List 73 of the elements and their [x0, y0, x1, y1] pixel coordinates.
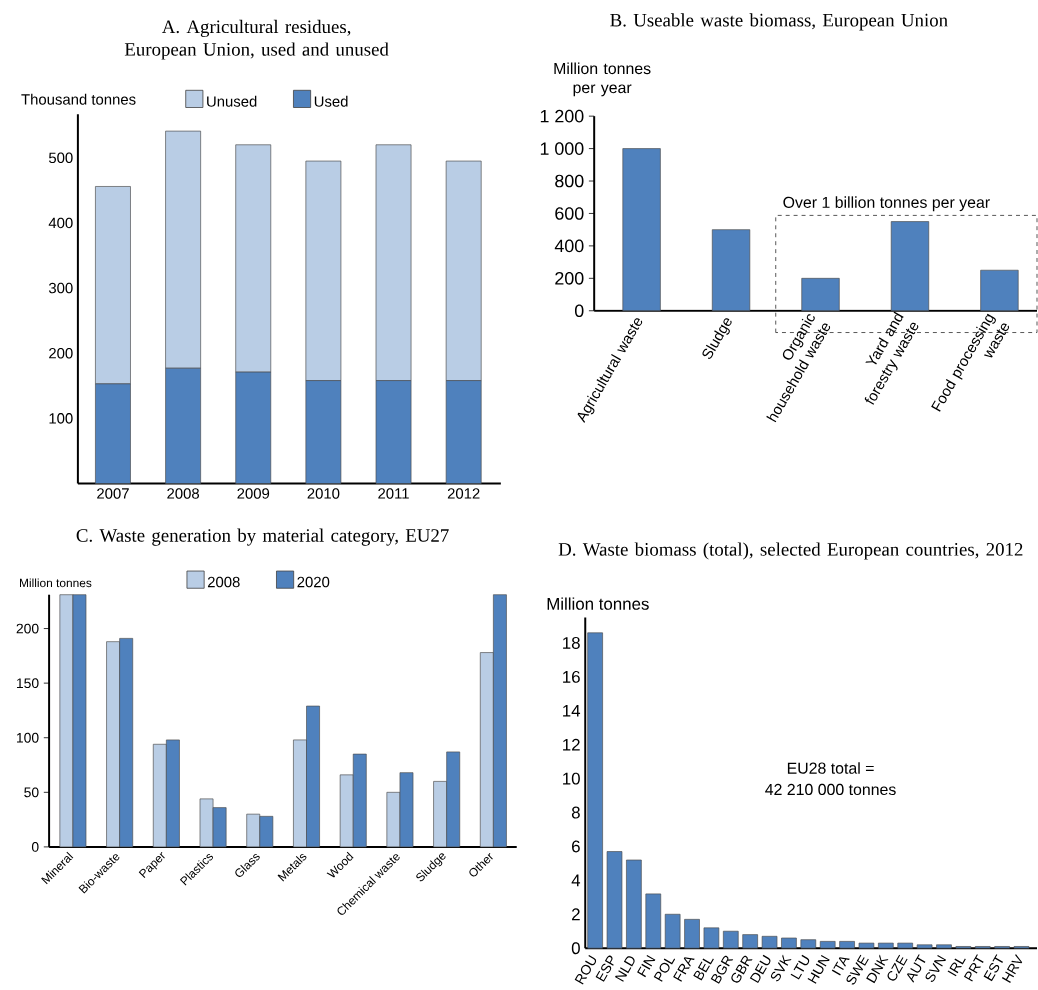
chart-title: B. Useable waste biomass, European Union — [610, 13, 948, 31]
y-tick-label: 200 — [16, 623, 39, 634]
y-axis-title: Million tonnes — [547, 597, 649, 610]
y-tick-label: 400 — [48, 217, 73, 229]
bar — [801, 278, 840, 312]
bar — [622, 148, 661, 312]
bar — [800, 939, 817, 949]
bar — [858, 942, 875, 949]
annotation: EU28 total = — [787, 762, 874, 774]
y-tick-label: 50 — [24, 787, 39, 798]
x-tick-label: IRL — [947, 958, 966, 977]
y-tick-label: 800 — [555, 174, 584, 188]
bar — [626, 859, 642, 949]
chart-title: D. Waste biomass (total), selected European countries, 2012 — [558, 542, 1023, 560]
bar — [878, 942, 894, 949]
bar — [890, 221, 930, 312]
x-tick-label: 2008 — [167, 488, 200, 499]
bar — [819, 941, 836, 949]
x-tick-label: 2010 — [307, 488, 340, 499]
legend-label: 2020 — [297, 576, 330, 588]
bar — [703, 927, 720, 949]
bar — [897, 942, 914, 949]
y-tick-label: 400 — [554, 239, 584, 253]
y-tick-label: 300 — [48, 282, 73, 294]
bar — [742, 934, 758, 949]
y-tick-label: 6 — [572, 840, 580, 853]
y-tick-label: 0 — [574, 304, 584, 318]
y-tick-label: 4 — [571, 874, 581, 887]
bar — [645, 893, 662, 949]
x-tick-label: 2012 — [447, 488, 480, 499]
chart-title: A. Agricultural residues, European Union, used and unused — [124, 19, 389, 60]
y-tick-label: 18 — [563, 637, 580, 650]
legend-label: Used — [314, 95, 348, 107]
y-tick-label: 0 — [571, 942, 580, 955]
bar — [711, 229, 751, 312]
bar — [916, 944, 933, 949]
bar — [839, 941, 855, 949]
y-tick-label: 1 000 — [540, 142, 584, 155]
bar — [761, 936, 778, 949]
y-tick-label: 8 — [571, 806, 580, 819]
chart-title: C. Waste generation by material category, EU27 — [76, 528, 449, 546]
legend-label: 2008 — [207, 576, 240, 588]
y-tick-label: 200 — [555, 272, 584, 285]
y-tick-label: 100 — [49, 413, 73, 424]
y-tick-label: 150 — [16, 678, 39, 689]
bar — [980, 269, 1019, 312]
y-tick-label: 16 — [563, 670, 580, 683]
y-tick-label: 2 — [572, 908, 580, 921]
bar — [781, 937, 797, 949]
y-tick-label: 500 — [48, 152, 73, 164]
bar — [684, 919, 700, 949]
legend-label: Unused — [207, 95, 257, 107]
y-tick-label: 100 — [16, 732, 39, 743]
x-tick-label: 2007 — [97, 488, 129, 499]
y-tick-label: 0 — [31, 842, 39, 852]
y-tick-label: 12 — [563, 738, 580, 751]
y-tick-label: 600 — [555, 207, 584, 220]
bar — [723, 930, 739, 949]
bar — [936, 944, 952, 949]
bar — [664, 914, 681, 949]
y-tick-label: 200 — [49, 348, 73, 359]
y-tick-label: 14 — [563, 705, 581, 717]
annotation: 42 210 000 tonnes — [765, 783, 896, 796]
y-tick-label: 1 200 — [540, 109, 584, 123]
annotation: Over 1 billion tonnes per year — [783, 196, 990, 212]
y-axis-title: Thousand tonnes — [21, 93, 136, 105]
y-tick-label: 10 — [563, 772, 580, 785]
y-axis-title: Million tonnes per year — [554, 62, 651, 97]
bar — [587, 632, 603, 949]
x-tick-label: 2011 — [378, 488, 409, 499]
y-axis-title: Million tonnes — [20, 578, 92, 588]
bar — [606, 851, 623, 949]
x-tick-label: 2009 — [237, 488, 270, 499]
